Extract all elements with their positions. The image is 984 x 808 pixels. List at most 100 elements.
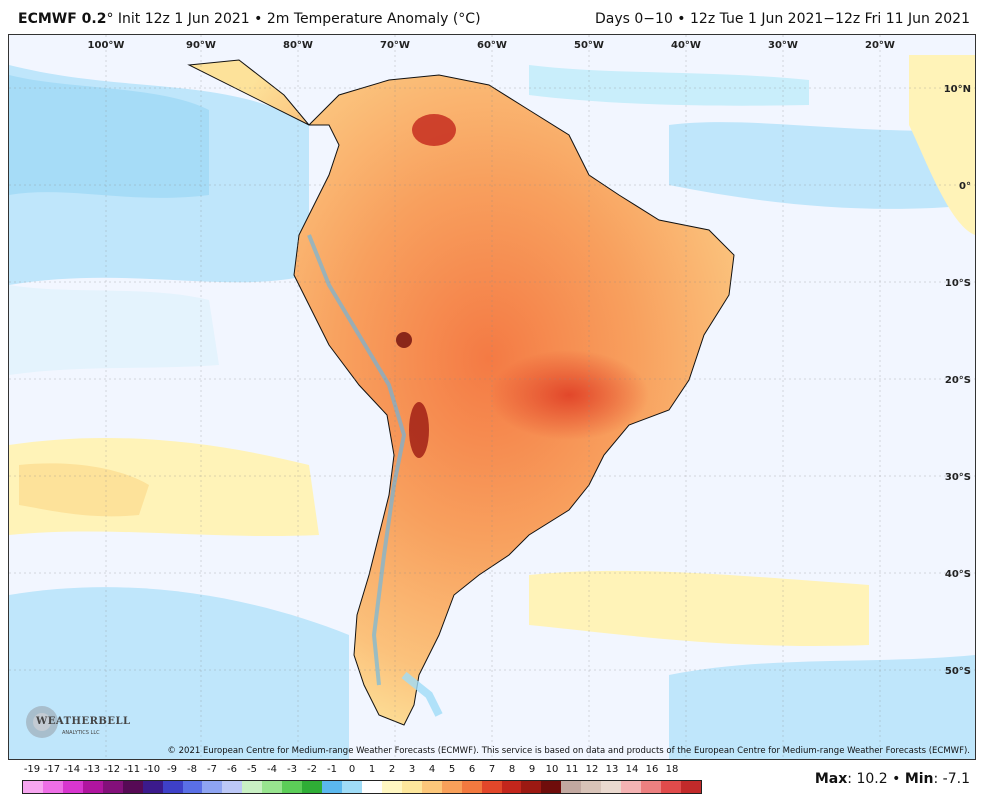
weatherbell-logo: WEATHERBELL ANALYTICS LLC — [22, 700, 130, 746]
colorbar-label: 4 — [428, 764, 436, 775]
warm-anomaly-pacific-core — [19, 463, 149, 517]
max-min-stats: Max: 10.2 • Min: -7.1 — [815, 771, 970, 787]
south-america-landmass — [187, 59, 735, 726]
colorbar-label: 2 — [388, 764, 396, 775]
logo-swirl-icon — [26, 706, 58, 738]
hot-anomaly-altiplano — [396, 332, 412, 348]
colorbar-cell — [461, 781, 482, 793]
hot-anomaly-venezuela — [412, 114, 456, 146]
colorbar-cell — [581, 781, 602, 793]
lat-label-50s: 50°S — [945, 666, 971, 677]
map-title: ECMWF 0.2° Init 12z 1 Jun 2021 • 2m Temp… — [18, 11, 481, 27]
colorbar-bar — [22, 780, 702, 794]
colorbar-cell — [680, 781, 701, 793]
lon-label-100w: 100°W — [88, 40, 125, 51]
copyright-notice: © 2021 European Centre for Medium-range … — [167, 746, 970, 756]
colorbar-cell — [62, 781, 83, 793]
colorbar-label: 12 — [585, 764, 599, 775]
lon-label-60w: 60°W — [477, 40, 507, 51]
colorbar-label: -3 — [287, 764, 297, 775]
colorbar-label: 5 — [448, 764, 456, 775]
cool-anomaly-south-atlantic — [669, 655, 975, 759]
cool-anomaly-patagonia — [401, 671, 443, 717]
colorbar-label: 14 — [625, 764, 639, 775]
colorbar-label: -6 — [227, 764, 237, 775]
colorbar-cell — [342, 781, 362, 793]
colorbar-cell — [23, 781, 43, 793]
colorbar-label: -19 — [23, 764, 41, 775]
cool-anomaly-atlantic-north — [669, 122, 975, 209]
colorbar-label: 10 — [545, 764, 559, 775]
lat-label-10s: 10°S — [945, 278, 971, 289]
logo-subtext: ANALYTICS LLC — [62, 730, 100, 736]
colorbar-label: 8 — [508, 764, 516, 775]
colorbar-label: 18 — [665, 764, 679, 775]
colorbar-cell — [541, 781, 562, 793]
colorbar-cell — [182, 781, 203, 793]
colorbar-label: 7 — [488, 764, 496, 775]
colorbar-label: -11 — [123, 764, 141, 775]
logo-text: WEATHERBELL — [36, 716, 131, 727]
colorbar-label: -5 — [247, 764, 257, 775]
colorbar-label: -17 — [43, 764, 61, 775]
lon-label-70w: 70°W — [380, 40, 410, 51]
colorbar-cell — [381, 781, 402, 793]
colorbar-label: 3 — [408, 764, 416, 775]
colorbar-labels: -19 -17 -14 -13 -12 -11 -10 -9 -8 -7 -6 -5 -4 -3 -2 -1 0… — [22, 764, 702, 778]
colorbar-label: 9 — [528, 764, 536, 775]
lon-label-50w: 50°W — [574, 40, 604, 51]
degree-sign: ° — [106, 11, 114, 27]
lon-label-80w: 80°W — [283, 40, 313, 51]
colorbar-cell — [142, 781, 163, 793]
min-label: Min — [904, 771, 934, 787]
min-value: : -7.1 — [933, 771, 970, 787]
colorbar-cell — [661, 781, 681, 793]
colorbar-label: -9 — [167, 764, 177, 775]
colorbar-label: -12 — [103, 764, 121, 775]
warm-anomaly-south-atlantic — [529, 570, 869, 646]
colorbar-cell — [481, 781, 502, 793]
colorbar-label: -2 — [307, 764, 317, 775]
colorbar-cell — [501, 781, 522, 793]
lat-label-0: 0° — [959, 181, 971, 192]
warm-anomaly-east — [909, 55, 975, 235]
title-separator: • — [249, 11, 267, 27]
colorbar-cell — [361, 781, 382, 793]
colorbar-legend: -19 -17 -14 -13 -12 -11 -10 -9 -8 -7 -6 -5 -4 -3 -2 -1 0… — [22, 764, 702, 804]
cool-anomaly-andes — [307, 234, 407, 686]
colorbar-label: -8 — [187, 764, 197, 775]
stats-separator: • — [887, 771, 905, 787]
colorbar-cell — [322, 781, 342, 793]
header: ECMWF 0.2° Init 12z 1 Jun 2021 • 2m Temp… — [0, 0, 984, 32]
lon-label-20w: 20°W — [865, 40, 895, 51]
colorbar-label: 11 — [565, 764, 579, 775]
colorbar-label: -14 — [63, 764, 81, 775]
colorbar-cell — [601, 781, 622, 793]
colorbar-cell — [82, 781, 103, 793]
lat-label-10n: 10°N — [944, 84, 971, 95]
lon-label-90w: 90°W — [186, 40, 216, 51]
colorbar-label: -1 — [327, 764, 337, 775]
max-value: : 10.2 — [847, 771, 888, 787]
cool-anomaly-pacific-mid — [9, 285, 219, 375]
lon-label-30w: 30°W — [768, 40, 798, 51]
lat-label-40s: 40°S — [945, 569, 971, 580]
colorbar-cell — [441, 781, 462, 793]
colorbar-cell — [42, 781, 63, 793]
colorbar-label: -7 — [207, 764, 217, 775]
colorbar-label: 0 — [348, 764, 356, 775]
colorbar-label: 1 — [368, 764, 376, 775]
colorbar-cell — [561, 781, 582, 793]
colorbar-cell — [242, 781, 263, 793]
valid-period: Days 0−10 • 12z Tue 1 Jun 2021−12z Fri 1… — [595, 11, 970, 27]
cool-anomaly-southeast-pacific — [9, 587, 349, 759]
colorbar-cell — [621, 781, 642, 793]
lat-label-30s: 30°S — [945, 472, 971, 483]
colorbar-cell — [641, 781, 661, 793]
hot-anomaly-andes — [409, 402, 429, 458]
colorbar-label: 13 — [605, 764, 619, 775]
colorbar-cell — [302, 781, 323, 793]
colorbar-cell — [202, 781, 223, 793]
cool-anomaly-northwest-core — [9, 75, 209, 198]
colorbar-cell — [102, 781, 123, 793]
